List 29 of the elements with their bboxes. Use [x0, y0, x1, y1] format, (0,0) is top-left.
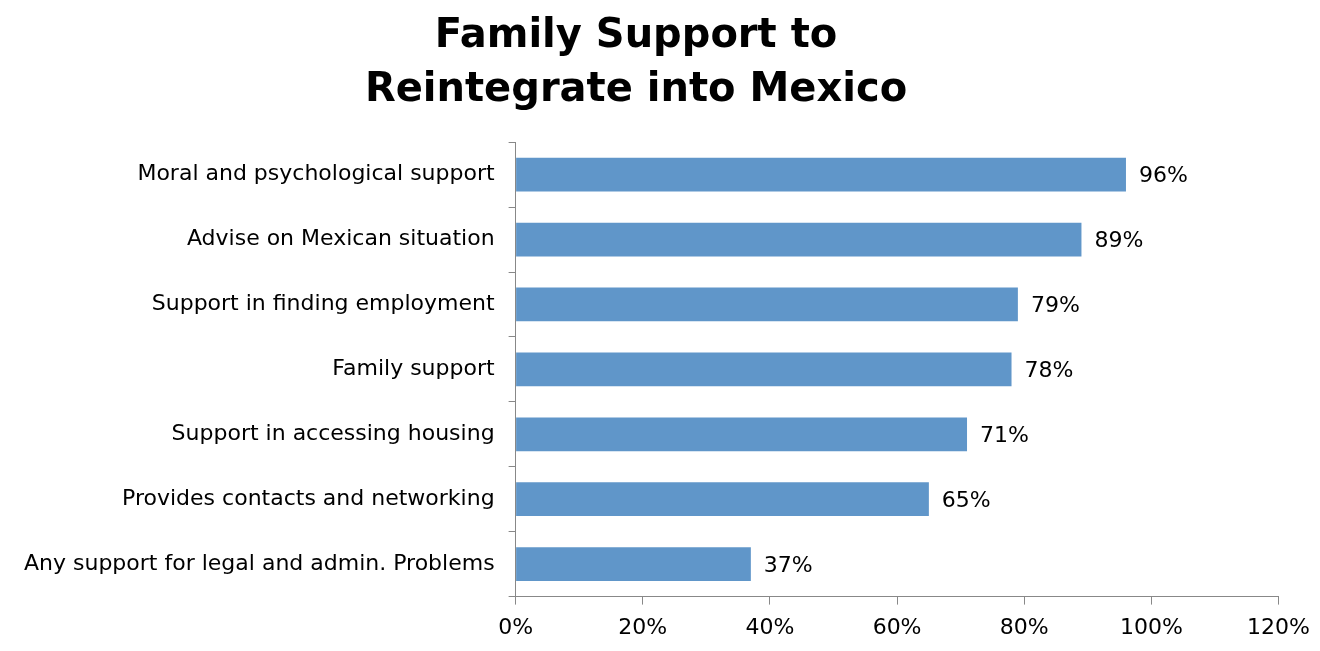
bar: [516, 287, 1018, 322]
bar: [516, 157, 1126, 192]
x-tick-label: 100%: [1119, 613, 1183, 639]
x-tick-label: 120%: [1247, 613, 1311, 639]
data-label: 65%: [941, 486, 991, 512]
bar: [516, 352, 1012, 387]
chart-title: Family Support to Reintegrate into Mexico: [363, 9, 909, 112]
y-tick-label: Family support: [332, 355, 495, 381]
y-tick-label: Support in finding employment: [151, 290, 495, 316]
y-tick-label: Advise on Mexican situation: [186, 225, 495, 251]
data-label: 79%: [1030, 292, 1080, 318]
bar: [516, 547, 751, 582]
data-label: 71%: [980, 422, 1029, 448]
bar: [516, 482, 929, 517]
bar: [516, 222, 1082, 257]
y-tick-label: Provides contacts and networking: [122, 484, 495, 510]
x-tick-label: 60%: [872, 613, 922, 639]
x-tick-label: 40%: [745, 613, 795, 639]
data-label: 37%: [763, 551, 813, 577]
data-label: 96%: [1138, 162, 1188, 188]
data-label: 78%: [1024, 357, 1074, 383]
y-tick-label: Moral and psychological support: [137, 160, 495, 186]
x-tick-label: 20%: [618, 613, 668, 639]
data-label: 89%: [1094, 227, 1144, 253]
bar: [516, 417, 968, 452]
x-tick-label: 80%: [999, 613, 1049, 639]
x-tick-label: 0%: [498, 613, 534, 639]
y-tick-label: Support in accessing housing: [171, 420, 495, 446]
y-tick-label: Any support for legal and admin. Problems: [23, 549, 495, 575]
